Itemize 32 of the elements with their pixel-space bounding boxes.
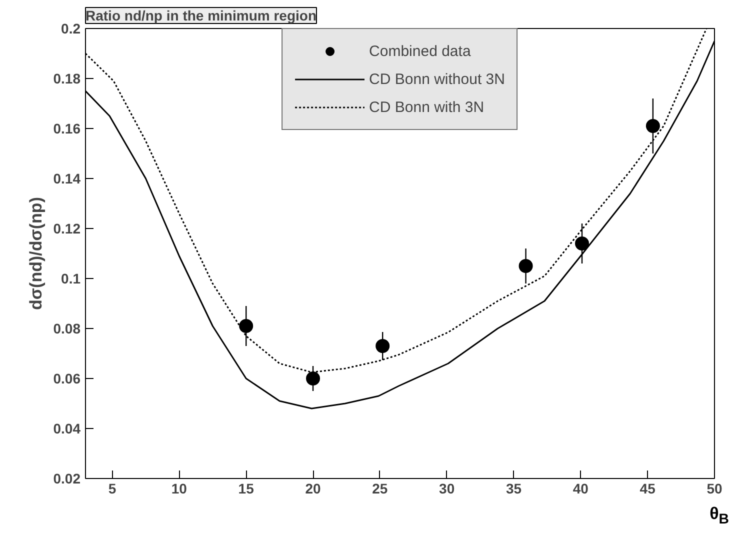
y-tick-label: 0.1 (61, 270, 81, 286)
x-tick-label: 40 (572, 480, 589, 496)
y-tick-label: 0.16 (53, 120, 81, 136)
point (239, 319, 254, 333)
y-tick-label: 0.02 (53, 470, 81, 486)
y-tick-label: 0.14 (53, 170, 81, 186)
legend-label: Combined data (369, 42, 471, 60)
x-tick-label: 30 (439, 480, 455, 496)
point (376, 339, 390, 353)
y-tick-label: 0.18 (53, 70, 81, 86)
y-tick-label: 0.08 (53, 320, 81, 336)
x-tick-label: 35 (506, 480, 522, 496)
legend-label: CD Bonn with 3N (369, 98, 484, 116)
x-tick-label: 45 (640, 480, 656, 496)
point (646, 119, 660, 133)
point (306, 372, 320, 386)
y-tick-label: 0.2 (61, 20, 81, 36)
x-axis-title: θ$_{B}$ (710, 503, 729, 530)
point (518, 259, 533, 273)
y-tick-label: 0.06 (53, 370, 81, 386)
x-tick-label: 20 (305, 480, 322, 496)
x-tick-label: 15 (238, 480, 254, 496)
y-tick-label: 0.04 (53, 420, 81, 436)
x-tick-label: 10 (171, 480, 188, 496)
point (575, 236, 590, 250)
legend-label: CD Bonn without 3N (369, 70, 505, 88)
x-tick-label: 25 (372, 480, 388, 496)
y-axis-title: dσ(nd)/dσ(np) (26, 197, 46, 310)
x-tick-label: 5 (108, 480, 116, 496)
x-tick-label: 50 (706, 480, 722, 496)
y-tick-label: 0.12 (53, 220, 81, 236)
chart-title: Ratio nd/np in the minimum region (86, 8, 316, 24)
